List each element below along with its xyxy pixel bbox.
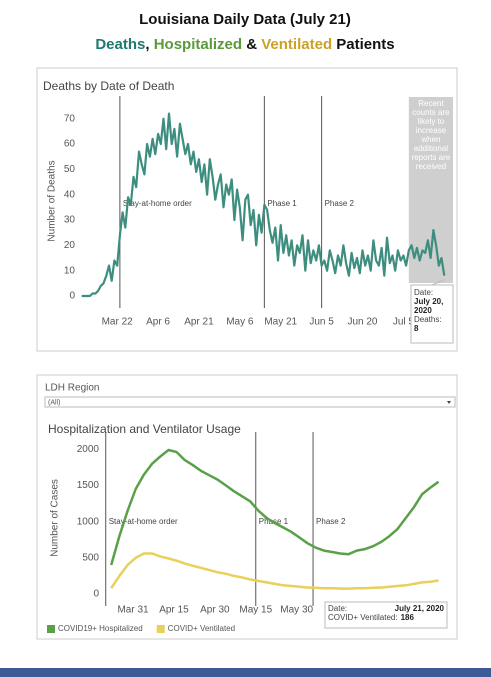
panel bbox=[36, 67, 458, 352]
reference-label: Phase 2 bbox=[316, 517, 346, 526]
reference-label: Phase 2 bbox=[325, 199, 355, 208]
y-tick-label: 1500 bbox=[77, 480, 100, 491]
legend-label: COVID19+ Hospitalized bbox=[58, 624, 143, 633]
y-tick-label: 0 bbox=[93, 589, 99, 600]
y-tick-label: 50 bbox=[64, 164, 76, 175]
x-tick-label: May 21 bbox=[264, 317, 297, 328]
y-tick-label: 30 bbox=[64, 215, 76, 226]
shade-label: Recent counts are likely to increase whe… bbox=[411, 99, 451, 171]
x-tick-label: Jun 20 bbox=[347, 317, 377, 328]
y-tick-label: 60 bbox=[64, 139, 76, 150]
data-line bbox=[81, 112, 446, 298]
filter-dropdown[interactable] bbox=[44, 396, 456, 408]
x-tick-label: Mar 31 bbox=[117, 605, 149, 616]
tooltip-body: Date: July 21, 2020 COVID+ Ventilated: 186 bbox=[328, 604, 444, 622]
x-tick-label: Apr 30 bbox=[200, 605, 230, 616]
tooltip-text: 8 bbox=[414, 324, 419, 333]
y-axis-label: Number of Cases bbox=[50, 479, 61, 557]
x-tick-label: Jun 5 bbox=[309, 317, 334, 328]
y-tick-label: 20 bbox=[64, 240, 76, 251]
reference-label: Stay-at-home order bbox=[123, 199, 192, 208]
subtitle-part: Patients bbox=[332, 36, 395, 53]
y-axis-label: Number of Deaths bbox=[47, 160, 58, 241]
tooltip-text: Date: bbox=[328, 604, 348, 613]
x-tick-label: May 30 bbox=[280, 605, 313, 616]
dropdown-arrow bbox=[447, 401, 451, 404]
panel bbox=[36, 374, 458, 640]
tooltip-text: July 20, 2020 bbox=[414, 297, 444, 315]
subtitle-part: & bbox=[242, 36, 261, 53]
x-tick-label: May 6 bbox=[226, 317, 254, 328]
legend-label: COVID+ Ventilated bbox=[168, 624, 235, 633]
chart-title: Hospitalization and Ventilator Usage bbox=[48, 422, 241, 436]
y-tick-label: 70 bbox=[64, 113, 76, 124]
reference-label: Stay-at-home order bbox=[109, 517, 178, 526]
page-subtitle: Deaths, Hospitalized & Ventilated Patien… bbox=[95, 36, 394, 53]
x-tick-label: Apr 15 bbox=[159, 605, 189, 616]
shade-label-body: Recent counts are likely to increase whe… bbox=[411, 99, 451, 171]
y-tick-label: 1000 bbox=[77, 516, 100, 527]
x-tick-label: Apr 21 bbox=[184, 317, 214, 328]
tooltip-text: Deaths: bbox=[414, 315, 442, 324]
x-tick-label: Jul 5 bbox=[393, 317, 415, 328]
tooltip-box bbox=[410, 284, 454, 344]
tooltip-text: Date: bbox=[414, 288, 434, 297]
tooltip-text: 186 bbox=[400, 613, 414, 622]
filter-label: LDH Region bbox=[45, 383, 99, 394]
tooltip-text: Recent counts are likely to increase whe… bbox=[411, 99, 451, 171]
page-title: Louisiana Daily Data (July 21) bbox=[139, 11, 351, 28]
y-tick-label: 10 bbox=[64, 265, 76, 276]
chart-title: Deaths by Date of Death bbox=[43, 79, 174, 93]
tooltip-pointer bbox=[431, 279, 445, 286]
footer-bar bbox=[0, 668, 491, 677]
reference-label: Phase 1 bbox=[267, 199, 297, 208]
y-tick-label: 500 bbox=[82, 552, 99, 563]
legend-swatch bbox=[47, 625, 55, 633]
tooltip-text: COVID+ Ventilated: bbox=[328, 613, 398, 622]
subtitle-part: , bbox=[145, 36, 153, 53]
y-tick-label: 2000 bbox=[77, 444, 100, 455]
subtitle-part: Ventilated bbox=[261, 36, 332, 53]
y-tick-label: 40 bbox=[64, 189, 76, 200]
tooltip-box bbox=[324, 601, 448, 629]
tooltip-text: July 21, 2020 bbox=[394, 604, 444, 613]
filter-value: (All) bbox=[48, 399, 60, 406]
subtitle-part: Deaths bbox=[95, 36, 145, 53]
x-tick-label: Mar 22 bbox=[102, 317, 134, 328]
data-line bbox=[110, 552, 439, 590]
data-line bbox=[109, 448, 440, 566]
x-tick-label: Apr 6 bbox=[146, 317, 170, 328]
subtitle-part: Hospitalized bbox=[154, 36, 242, 53]
y-tick-label: 0 bbox=[69, 291, 75, 302]
x-tick-label: May 15 bbox=[239, 605, 272, 616]
legend-swatch bbox=[156, 625, 165, 633]
tooltip-body: Date: July 20, 2020 Deaths: 8 bbox=[414, 288, 452, 333]
